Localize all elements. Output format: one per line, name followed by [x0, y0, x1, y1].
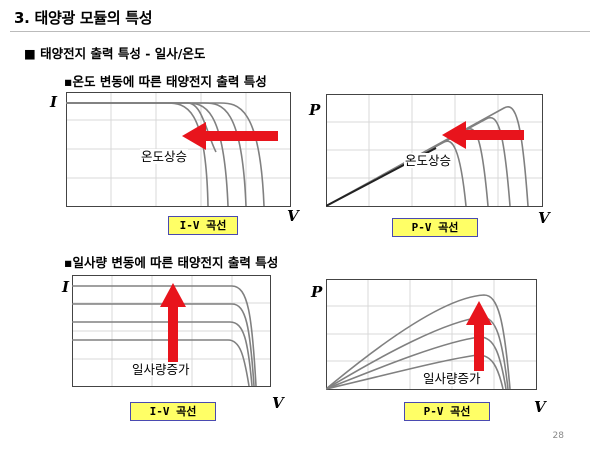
temp-pv-arrow — [442, 121, 524, 149]
irr-iv-y-axis-label: I — [62, 278, 70, 296]
chart-frame — [72, 275, 271, 387]
title-divider — [10, 31, 590, 32]
temp-iv-y-axis-label: I — [50, 93, 58, 111]
temp-pv-x-axis-label: V — [538, 209, 550, 227]
irr-iv-x-axis-label: V — [272, 394, 284, 412]
irr-section-heading: ▪일사량 변동에 따른 태양전지 출력 특성 — [64, 255, 279, 270]
temp-section-heading: ▪온도 변동에 따른 태양전지 출력 특성 — [64, 74, 267, 89]
temp-iv-caption: I-V 곡선 — [168, 216, 238, 235]
irr-iv-annotation: 일사량증가 — [131, 362, 191, 377]
irr-pv-chart — [326, 279, 537, 390]
temp-pv-chart — [326, 94, 543, 207]
slide-title: 3. 태양광 모듈의 특성 — [14, 9, 153, 27]
irr-pv-y-axis-label: P — [311, 283, 323, 301]
chart-frame — [326, 94, 543, 207]
page-number: 28 — [552, 431, 564, 441]
chart-frame — [66, 92, 291, 207]
irr-pv-x-axis-label: V — [534, 398, 546, 416]
irr-iv-caption: I-V 곡선 — [130, 402, 216, 421]
temp-pv-y-axis-label: P — [309, 101, 321, 119]
temp-iv-x-axis-label: V — [287, 207, 299, 225]
iv-curves — [72, 285, 257, 387]
chart-frame — [326, 279, 537, 390]
irr-iv-arrow — [160, 283, 186, 367]
irr-pv-annotation: 일사량증가 — [422, 371, 482, 386]
temp-iv-arrow — [182, 122, 278, 150]
irr-pv-caption: P-V 곡선 — [404, 402, 490, 421]
slide-subtitle: ■ 태양전지 출력 특성 - 일사/온도 — [24, 46, 206, 61]
irr-pv-arrow — [466, 301, 492, 371]
temp-pv-annotation: 온도상승 — [404, 153, 453, 168]
temp-iv-annotation: 온도상승 — [140, 149, 189, 164]
iv-curves — [66, 102, 265, 207]
temp-pv-caption: P-V 곡선 — [392, 218, 478, 237]
